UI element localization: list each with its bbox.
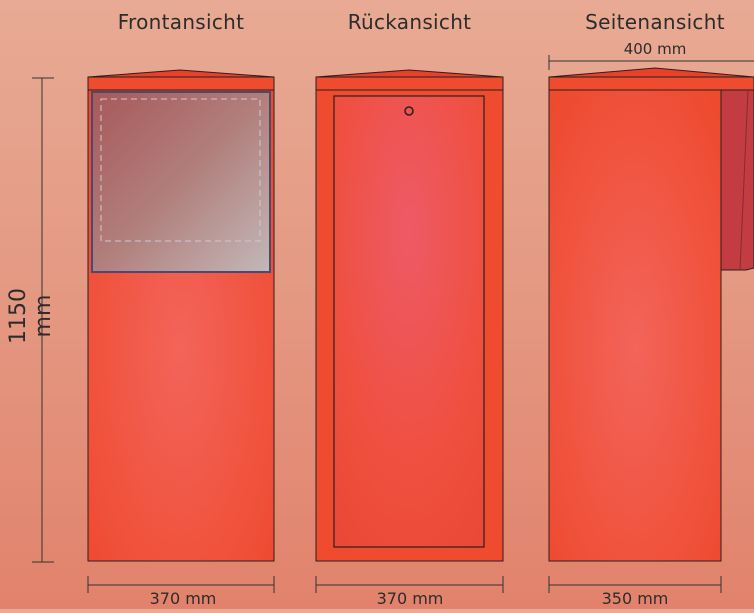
back-roof [315, 69, 504, 78]
front-view-drawing [87, 69, 275, 562]
side-window-panel [720, 89, 754, 271]
side-view-drawing [548, 55, 754, 562]
side-depth-label: 400 mm [623, 40, 687, 58]
back-view-title: Rückansicht [347, 10, 472, 34]
front-view-title: Frontansicht [117, 10, 245, 34]
side-top-dimension [548, 55, 754, 70]
front-roof [87, 69, 275, 78]
side-view-title: Seitenansicht [585, 10, 725, 34]
side-roof [548, 67, 754, 78]
back-top-band [315, 76, 504, 91]
width-dimensions [87, 576, 722, 593]
back-door-panel [333, 95, 485, 548]
back-view-drawing [315, 69, 504, 562]
side-width-label: 350 mm [601, 589, 669, 608]
height-dimension [32, 77, 54, 563]
front-window [91, 91, 271, 273]
front-window-inner-dashed [100, 98, 261, 242]
back-width-label: 370 mm [376, 589, 444, 608]
side-top-band [548, 76, 754, 91]
height-label: 1150 mm [6, 288, 56, 344]
front-top-band [87, 76, 275, 91]
front-width-label: 370 mm [149, 589, 217, 608]
side-body [548, 89, 722, 562]
back-lock [404, 106, 414, 116]
